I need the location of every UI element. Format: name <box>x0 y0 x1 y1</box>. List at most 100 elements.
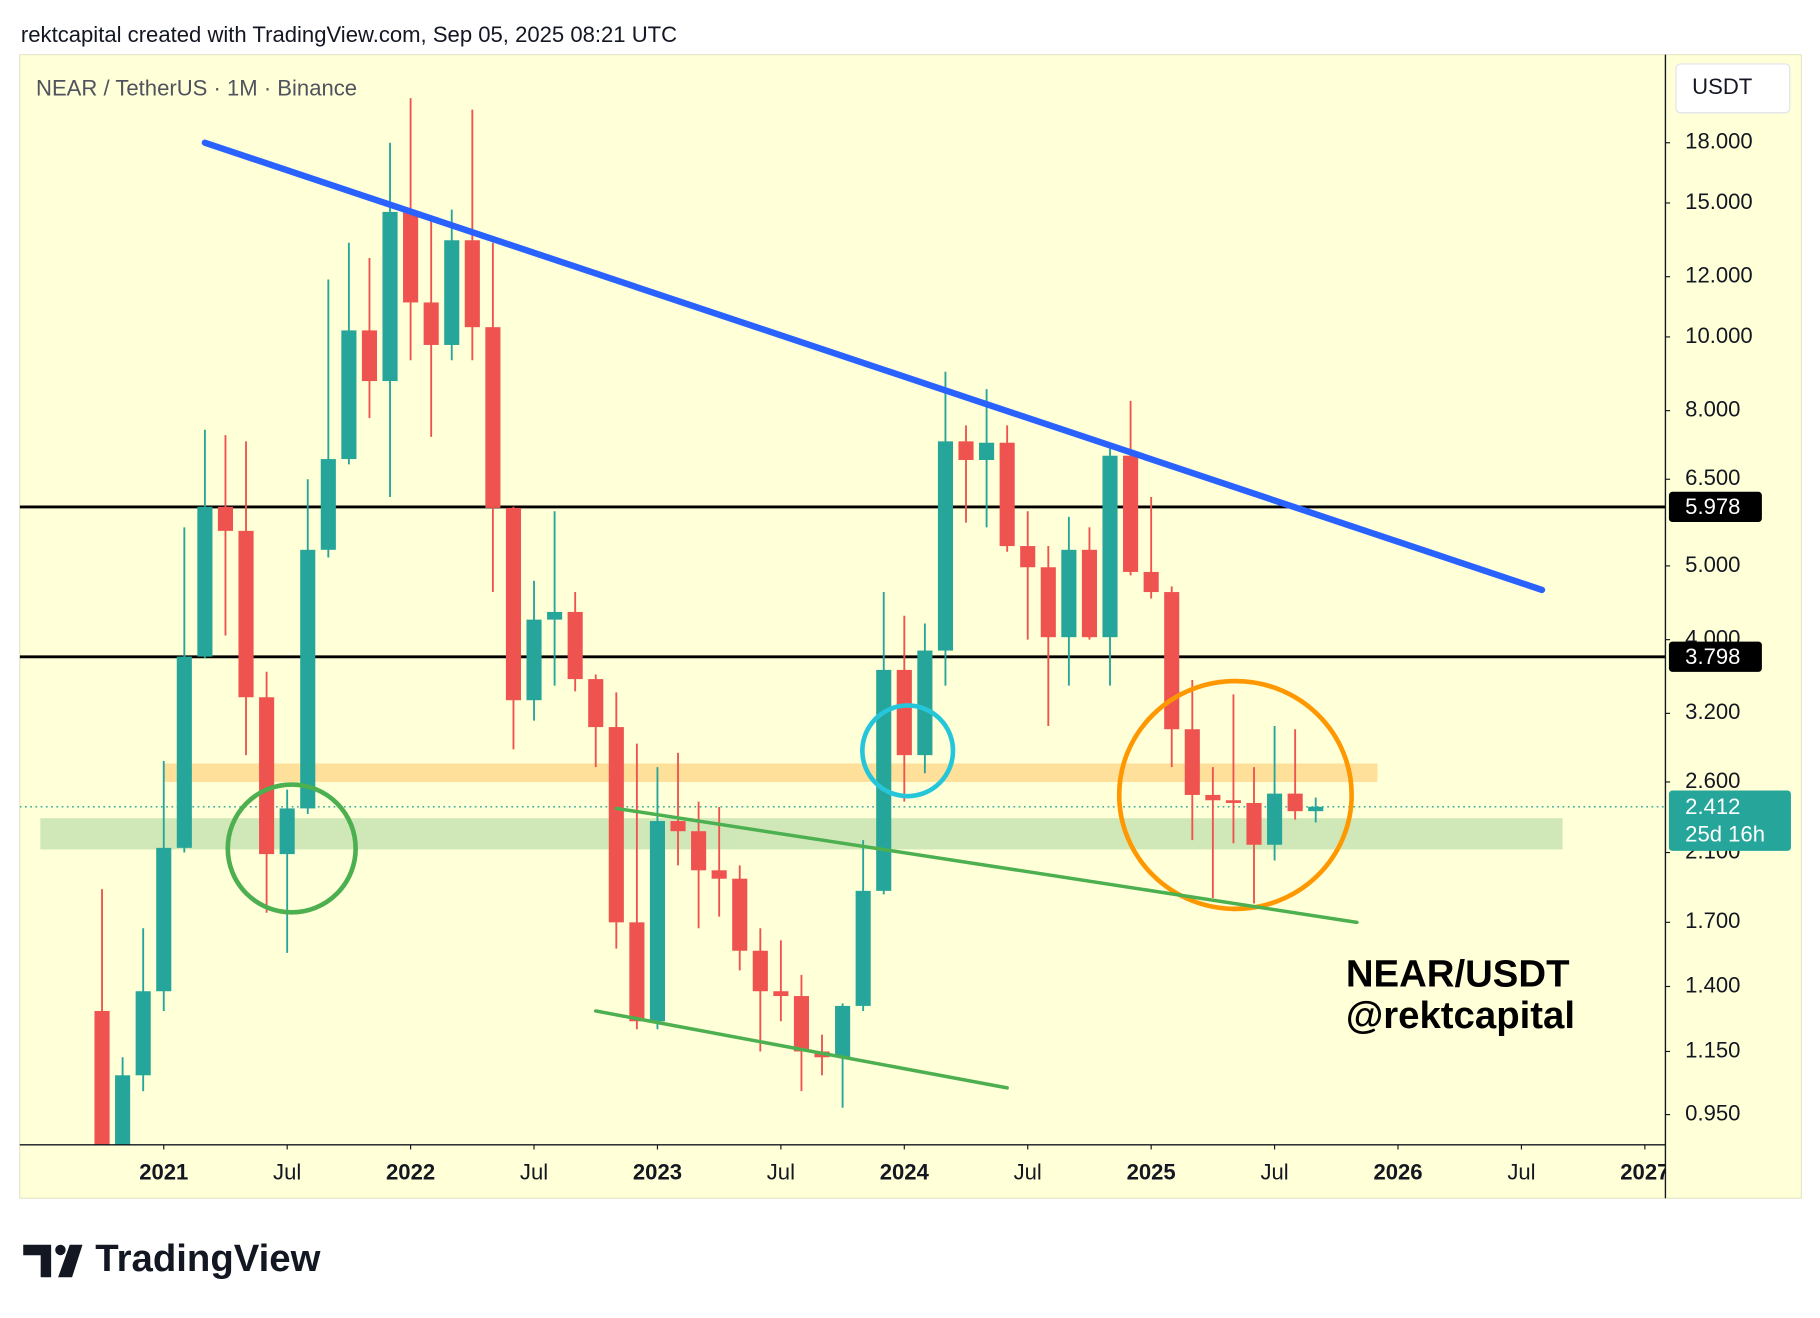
candle-body <box>917 650 933 756</box>
header: rektcapital created with TradingView.com… <box>21 22 677 47</box>
candle-body <box>1267 793 1283 845</box>
highlight-circle <box>225 782 358 915</box>
candle-body <box>958 441 974 461</box>
candle-body <box>94 1010 110 1145</box>
y-tick-label: 15.000 <box>1685 189 1753 214</box>
x-tick-label: 2024 <box>880 1160 930 1185</box>
x-tick-label: Jul <box>273 1160 301 1185</box>
candle-body <box>670 821 686 832</box>
candle-body <box>1308 806 1324 812</box>
candle-body <box>608 727 624 923</box>
y-tick-label: 1.700 <box>1685 908 1740 933</box>
countdown-label: 25d 16h <box>1685 822 1765 847</box>
candle-body <box>1225 800 1241 803</box>
y-tick-label: 0.950 <box>1685 1100 1740 1125</box>
x-tick-label: 2021 <box>139 1160 188 1185</box>
candle-body <box>1205 794 1221 801</box>
y-tick-label: 10.000 <box>1685 323 1753 348</box>
annotation: @rektcapital <box>1346 994 1575 1037</box>
candle-body <box>835 1005 851 1058</box>
logo-shape <box>55 1244 66 1256</box>
chart-background <box>19 54 1802 1199</box>
y-tick-label: 1.150 <box>1685 1037 1740 1062</box>
candle-body <box>1143 571 1159 593</box>
candle-body <box>1020 546 1036 568</box>
candles <box>94 98 1324 1145</box>
candle-body <box>485 327 501 508</box>
candle-body <box>526 619 542 701</box>
y-tick-label: 1.400 <box>1685 972 1740 997</box>
candle-body <box>423 302 439 345</box>
candle-body <box>156 847 172 992</box>
candle-body <box>197 506 213 657</box>
candle-body <box>896 669 912 756</box>
x-tick-label: Jul <box>520 1160 548 1185</box>
y-tick-label: 18.000 <box>1685 129 1753 154</box>
candle-body <box>1164 592 1180 730</box>
level-label: 3.798 <box>1685 644 1740 669</box>
y-tick-label: 6.500 <box>1685 465 1740 490</box>
price-labels: 5.978 3.798 2.412 25d 16h <box>1668 491 1791 851</box>
currency-label: USDT <box>1692 74 1752 99</box>
highlight-circle <box>1116 678 1354 912</box>
x-tick-label: 2027 <box>1620 1160 1669 1185</box>
last-price-label: 2.412 <box>1685 794 1740 819</box>
level-label-box <box>1668 491 1762 523</box>
candle-body <box>1287 793 1303 812</box>
candle-body <box>547 611 563 620</box>
brand-logo <box>23 1244 83 1278</box>
candle-body <box>464 240 480 328</box>
candle-body <box>588 679 604 728</box>
x-tick-label: 2026 <box>1373 1160 1422 1185</box>
candle-body <box>567 611 583 680</box>
time-axis: 2021 Jul 2022 Jul 2023 Jul 2024 Jul 2025 Jul 2026 J… <box>139 1144 1669 1185</box>
candle-body <box>300 549 316 809</box>
candle-body <box>937 441 954 651</box>
x-tick-label: Jul <box>1260 1160 1288 1185</box>
candle-body <box>279 808 295 855</box>
x-tick-label: 2023 <box>633 1160 682 1185</box>
candle-body <box>1102 455 1118 638</box>
level-label-box <box>1668 641 1762 672</box>
candle-body <box>876 669 892 891</box>
logo-shape <box>23 1244 52 1278</box>
candle-body <box>505 507 522 701</box>
candle-body <box>732 878 748 951</box>
trendline <box>201 139 1546 594</box>
brand: TradingView <box>95 1237 320 1280</box>
y-tick-label: 2.600 <box>1685 768 1740 793</box>
candle-body <box>999 442 1015 547</box>
x-tick-label: Jul <box>1507 1160 1535 1185</box>
candle-body <box>341 330 357 460</box>
candle-body <box>320 459 336 550</box>
y-tick-label: 5.000 <box>1685 552 1740 577</box>
candle-body <box>773 991 789 997</box>
x-tick-label: 2025 <box>1127 1160 1176 1185</box>
candle-body <box>649 821 666 1022</box>
candle-body <box>979 442 995 461</box>
candle-body <box>382 211 398 382</box>
logo-shape <box>58 1244 83 1278</box>
candle-body <box>1040 567 1056 638</box>
candle-body <box>1081 549 1097 638</box>
symbol-label: NEAR / TetherUS · 1M · Binance <box>36 75 357 100</box>
candle-body <box>403 211 419 303</box>
candle-body <box>1246 802 1262 845</box>
highlight-circle <box>860 703 956 799</box>
currency-box <box>1675 63 1791 114</box>
trendline <box>593 1009 1009 1090</box>
x-tick-label: 2022 <box>386 1160 435 1185</box>
trendline <box>614 806 1359 925</box>
candle-body <box>259 697 275 855</box>
x-tick-label: Jul <box>767 1160 795 1185</box>
zone <box>163 763 1378 782</box>
candle-body <box>238 530 254 698</box>
candle-body <box>115 1075 131 1145</box>
x-tick-label: Jul <box>1014 1160 1042 1185</box>
level-label: 5.978 <box>1685 494 1740 519</box>
candle-body <box>752 950 768 992</box>
candle-body <box>444 240 460 345</box>
candle-body <box>176 656 192 848</box>
